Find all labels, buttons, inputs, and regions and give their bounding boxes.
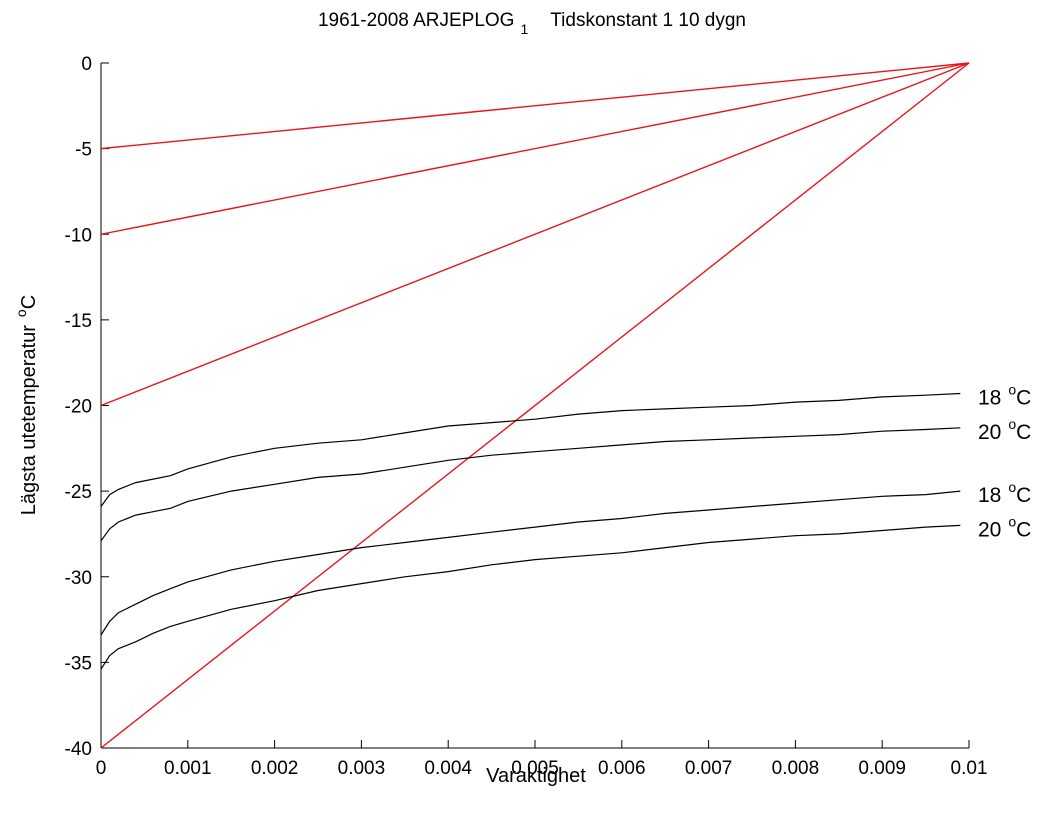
curve-label-unit: C	[1016, 518, 1031, 541]
y-axis-label-sup: o	[13, 309, 29, 317]
curve-label-value: 18	[978, 484, 1001, 507]
chart-title: 1961-2008 ARJEPLOG 1 Tidskonstant 1 10 dyg…	[318, 10, 746, 37]
curve-label-3: 18 oC	[978, 479, 1031, 507]
y-tick-label: 0	[81, 54, 92, 75]
curve-2	[100, 427, 961, 542]
red-lines	[100, 62, 970, 749]
x-axis-label: Varaktighet	[486, 765, 586, 787]
x-tick-label: 0.004	[424, 758, 472, 779]
y-tick-label: -30	[65, 568, 92, 589]
curve-label-unit: C	[1016, 421, 1031, 444]
curve-label-sup: o	[1008, 513, 1016, 529]
y-tick-label: -15	[65, 311, 92, 332]
chart-title-subscript: 1	[520, 21, 528, 37]
chart-title-tail: Tidskonstant 1 10 dygn	[550, 10, 746, 31]
x-tick-label: 0.005	[511, 758, 559, 779]
curve-label-4: 20 oC	[978, 513, 1031, 541]
red-line-4	[100, 62, 970, 749]
red-line-1	[100, 62, 970, 150]
y-tick-label: -10	[65, 225, 92, 246]
y-ticks: 0 -5 -10 -15 -20 -25 -30 -35 -40	[65, 54, 109, 760]
curves	[100, 392, 961, 670]
curve-label-sup: o	[1008, 382, 1016, 398]
y-tick-label: -40	[65, 739, 92, 760]
curve-label-value: 20	[978, 421, 1001, 444]
curve-label-unit: C	[1016, 387, 1031, 410]
x-tick-label: 0.006	[598, 758, 646, 779]
y-tick-label: -20	[65, 397, 92, 418]
red-line-2	[100, 62, 970, 235]
red-line-3	[100, 62, 970, 407]
y-tick-label: -5	[75, 140, 92, 161]
x-tick-label: 0	[96, 758, 107, 779]
curve-label-unit: C	[1016, 484, 1031, 507]
x-tick-label: 0.009	[858, 758, 906, 779]
chart-title-main: 1961-2008 ARJEPLOG	[318, 10, 514, 31]
x-tick-label: 0.002	[251, 758, 299, 779]
curve-label-value: 18	[978, 387, 1001, 410]
x-tick-label: 0.007	[685, 758, 733, 779]
curve-3	[100, 490, 961, 636]
x-tick-label: 0.01	[951, 758, 988, 779]
curve-4	[100, 524, 961, 670]
x-tick-label: 0.001	[164, 758, 212, 779]
curve-1	[100, 392, 961, 507]
x-ticks: 0 0.001 0.002 0.003 0.004 0.005 0.006 0.007 0.00…	[96, 740, 988, 779]
x-tick-label: 0.003	[338, 758, 386, 779]
x-tick-label: 0.008	[772, 758, 820, 779]
y-tick-label: -35	[65, 653, 92, 674]
y-axis-label-main: Lägsta utetemperatur	[18, 325, 40, 515]
y-axis-label: Lägsta utetemperatur oC	[13, 295, 40, 515]
curve-label-sup: o	[1008, 416, 1016, 432]
curve-label-sup: o	[1008, 479, 1016, 495]
y-tick-label: -25	[65, 482, 92, 503]
curve-label-2: 20 oC	[978, 416, 1031, 444]
y-axis-label-unit: C	[18, 295, 40, 309]
curve-label-value: 20	[978, 518, 1001, 541]
curve-label-1: 18 oC	[978, 382, 1031, 410]
